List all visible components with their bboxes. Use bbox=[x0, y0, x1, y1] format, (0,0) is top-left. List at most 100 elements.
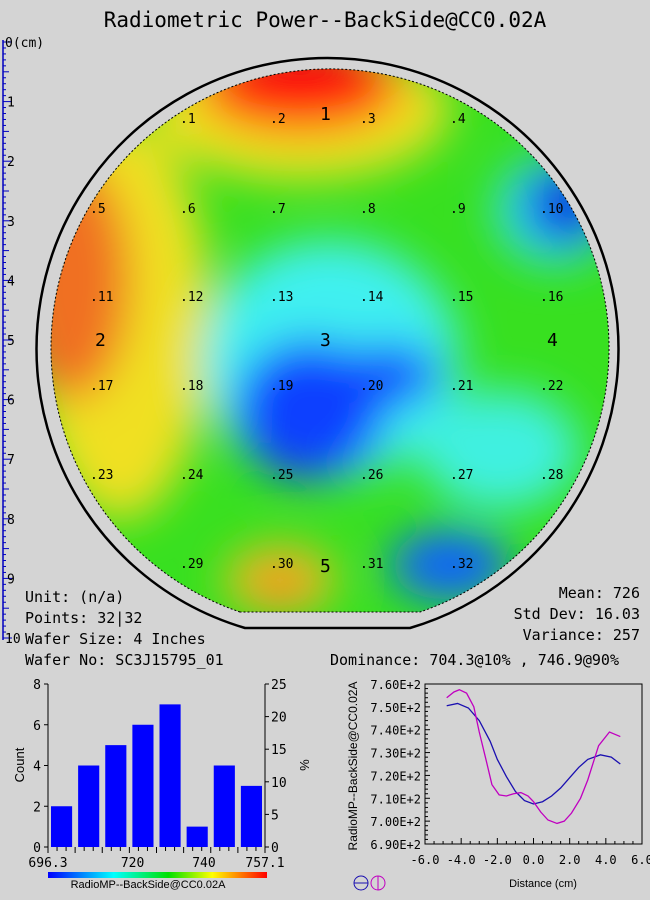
zone-label: 3 bbox=[320, 330, 331, 351]
vertical-profile-toggle-icon[interactable] bbox=[370, 875, 386, 891]
site-label: .28 bbox=[540, 468, 563, 483]
profile-ytick-label: 7.30E+2 bbox=[370, 747, 421, 761]
ruler-tick-label: 6 bbox=[7, 394, 15, 409]
profile-ytick-label: 7.10E+2 bbox=[370, 792, 421, 806]
profile-ylabel: RadioMP--BackSide@CC0.02A bbox=[346, 682, 360, 851]
histogram-bar bbox=[132, 724, 154, 847]
mean-label: Mean: 726 bbox=[558, 584, 640, 602]
histogram-ylabel: Count bbox=[12, 747, 27, 782]
histogram-xtick-label: 720 bbox=[121, 856, 144, 871]
site-label: .21 bbox=[450, 379, 473, 394]
ruler-tick-label: 10 bbox=[5, 632, 21, 647]
site-label: .15 bbox=[450, 290, 473, 305]
site-label: .22 bbox=[540, 379, 563, 394]
histogram-bar bbox=[240, 785, 262, 847]
wafer-no-label: Wafer No: SC3J15795_01 bbox=[25, 651, 224, 669]
profile-xtick-label: -4.0 bbox=[447, 853, 476, 867]
histogram-y2tick-label: 5 bbox=[271, 808, 279, 823]
ruler-unit-label: 0(cm) bbox=[5, 36, 44, 51]
site-label: .6 bbox=[180, 202, 196, 217]
site-label: .11 bbox=[90, 290, 113, 305]
ruler-tick-label: 3 bbox=[7, 215, 15, 230]
profile-xlabel: Distance (cm) bbox=[509, 878, 577, 890]
profile-line-vertical bbox=[446, 689, 621, 825]
wafer-size-label: Wafer Size: 4 Inches bbox=[25, 630, 206, 648]
site-label: .27 bbox=[450, 468, 473, 483]
site-label: .19 bbox=[270, 379, 293, 394]
site-label: .17 bbox=[90, 379, 113, 394]
page-title: Radiometric Power--BackSide@CC0.02A bbox=[103, 8, 547, 32]
profile-xtick-label: 6.0 bbox=[631, 853, 650, 867]
site-label: .7 bbox=[270, 202, 286, 217]
variance-label: Variance: 257 bbox=[522, 626, 640, 644]
profile-ytick-label: 7.60E+2 bbox=[370, 678, 421, 692]
histogram-bar bbox=[78, 765, 100, 847]
histogram-bar bbox=[159, 704, 181, 847]
ruler-tick-label: 5 bbox=[7, 334, 15, 349]
std-dev-label: Std Dev: 16.03 bbox=[513, 605, 640, 623]
profile-xtick-label: -6.0 bbox=[411, 853, 440, 867]
histogram-y2tick-label: 10 bbox=[271, 776, 287, 791]
ruler-tick-label: 8 bbox=[7, 513, 15, 528]
zone-label: 2 bbox=[95, 330, 106, 351]
histogram-chart: 0 2 4 6 8 0 5 10 15 20 25 696.3 720 740 757.1 RadioMP-… bbox=[12, 678, 312, 891]
site-label: .4 bbox=[450, 112, 466, 127]
histogram-y2tick-label: 0 bbox=[271, 841, 279, 856]
site-label: .14 bbox=[360, 290, 384, 305]
wafer-outline bbox=[35, 56, 620, 630]
profile-plot-frame bbox=[424, 683, 643, 845]
histogram-ytick-label: 8 bbox=[33, 678, 41, 693]
site-label: .30 bbox=[270, 557, 293, 572]
dominance-label: Dominance: 704.3@10% , 746.9@90% bbox=[330, 651, 619, 669]
histogram-ytick-label: 2 bbox=[33, 800, 41, 815]
ruler-tick-label: 9 bbox=[7, 572, 15, 587]
site-label: .24 bbox=[180, 468, 204, 483]
unit-label: Unit: (n/a) bbox=[25, 588, 125, 606]
site-label: .25 bbox=[270, 468, 293, 483]
profile-ytick-label: 7.20E+2 bbox=[370, 769, 421, 783]
site-label: .31 bbox=[360, 557, 383, 572]
histogram-ytick-label: 0 bbox=[33, 841, 41, 856]
profile-ytick-label: 7.40E+2 bbox=[370, 724, 421, 738]
site-label: .20 bbox=[360, 379, 383, 394]
histogram-y2tick-label: 25 bbox=[271, 678, 287, 693]
histogram-bar bbox=[213, 765, 235, 847]
histogram-y2label: % bbox=[297, 759, 312, 771]
histogram-bar bbox=[105, 745, 127, 847]
histogram-y2tick-label: 15 bbox=[271, 743, 287, 758]
site-label: .16 bbox=[540, 290, 563, 305]
vertical-ruler: 0(cm) 1 2 3 4 5 6 7 8 9 10 bbox=[2, 36, 44, 647]
ruler-tick-label: 2 bbox=[7, 155, 15, 170]
ruler-tick-label: 7 bbox=[7, 453, 15, 468]
histogram-xtick-label: 757.1 bbox=[245, 856, 284, 871]
site-label: .32 bbox=[450, 557, 473, 572]
ruler-tick-label: 1 bbox=[7, 96, 15, 111]
site-label: .9 bbox=[450, 202, 466, 217]
site-label: .18 bbox=[180, 379, 203, 394]
site-label: .3 bbox=[360, 112, 376, 127]
profile-xtick-label: -2.0 bbox=[483, 853, 512, 867]
color-scale-bar bbox=[48, 872, 267, 878]
points-label: Points: 32|32 bbox=[25, 609, 143, 627]
histogram-y2tick-label: 20 bbox=[271, 711, 287, 726]
site-label: .29 bbox=[180, 557, 203, 572]
histogram-ytick-label: 4 bbox=[33, 760, 41, 775]
histogram-xtick-label: 740 bbox=[192, 856, 215, 871]
profile-ytick-label: 7.00E+2 bbox=[370, 815, 421, 829]
histogram-ytick-label: 6 bbox=[33, 719, 41, 734]
profile-ytick-label: 6.90E+2 bbox=[370, 838, 421, 852]
ruler-tick-label: 4 bbox=[7, 274, 15, 289]
profile-xtick-label: 0.0 bbox=[523, 853, 545, 867]
site-label: .5 bbox=[90, 202, 106, 217]
site-label: .8 bbox=[360, 202, 376, 217]
site-label: .2 bbox=[270, 112, 286, 127]
horizontal-profile-toggle-icon[interactable] bbox=[353, 875, 369, 891]
profile-ytick-label: 7.50E+2 bbox=[370, 701, 421, 715]
site-label: .12 bbox=[180, 290, 203, 305]
wafer-map: 0(cm) 1 2 3 4 5 6 7 8 9 10 .1 .2 .3 .4 .5 .6 .7 .8 .9 .10 .1… bbox=[2, 36, 620, 647]
site-label: .13 bbox=[270, 290, 293, 305]
site-label: .10 bbox=[540, 202, 563, 217]
zone-label: 5 bbox=[320, 556, 331, 577]
site-label: .23 bbox=[90, 468, 113, 483]
site-label: .1 bbox=[180, 112, 196, 127]
